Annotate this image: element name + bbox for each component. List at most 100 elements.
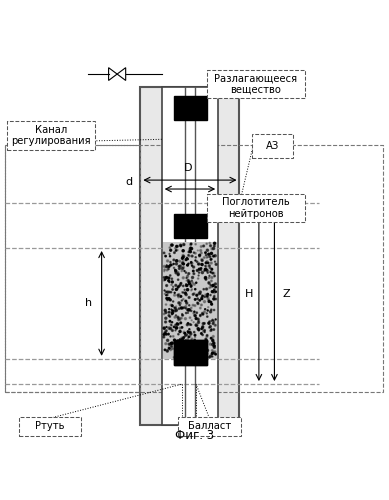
- Point: [161, 276, 167, 284]
- Point: [209, 265, 215, 273]
- Point: [162, 290, 168, 298]
- Point: [185, 306, 191, 314]
- Point: [196, 268, 202, 276]
- Point: [179, 336, 185, 344]
- Text: H: H: [245, 288, 253, 298]
- Point: [161, 324, 167, 332]
- Point: [185, 338, 191, 345]
- Point: [203, 344, 209, 352]
- Point: [170, 344, 176, 352]
- Point: [164, 266, 170, 274]
- Point: [186, 278, 192, 286]
- Point: [202, 262, 209, 270]
- Point: [175, 314, 182, 322]
- Point: [177, 336, 183, 344]
- Point: [173, 282, 179, 290]
- Point: [207, 284, 213, 292]
- Point: [207, 281, 214, 289]
- Point: [207, 322, 214, 330]
- Point: [207, 291, 214, 299]
- Point: [182, 330, 188, 338]
- Point: [176, 314, 182, 322]
- Point: [203, 262, 209, 270]
- Point: [197, 346, 203, 354]
- Point: [201, 338, 207, 345]
- Point: [207, 318, 213, 326]
- Point: [198, 290, 204, 298]
- Point: [175, 284, 181, 292]
- Point: [183, 309, 189, 317]
- Point: [171, 353, 177, 361]
- Point: [174, 242, 180, 250]
- Point: [207, 308, 214, 316]
- Point: [204, 258, 210, 266]
- Point: [169, 309, 175, 317]
- Point: [173, 257, 180, 265]
- Point: [199, 260, 205, 268]
- Point: [172, 336, 178, 344]
- Bar: [173, 340, 207, 364]
- Point: [192, 333, 198, 341]
- Point: [210, 338, 217, 346]
- Point: [161, 274, 167, 281]
- Point: [200, 348, 207, 356]
- Point: [174, 246, 180, 254]
- Point: [175, 268, 181, 276]
- Point: [164, 347, 170, 355]
- Point: [191, 328, 197, 336]
- Point: [203, 336, 209, 344]
- Point: [180, 274, 186, 282]
- Point: [179, 260, 186, 268]
- Point: [210, 244, 217, 252]
- Point: [170, 306, 176, 314]
- Point: [201, 308, 207, 316]
- Point: [167, 296, 173, 304]
- Point: [163, 318, 169, 326]
- Point: [168, 342, 175, 350]
- Point: [207, 268, 214, 276]
- Point: [206, 296, 212, 304]
- Point: [165, 296, 171, 304]
- Point: [205, 290, 211, 298]
- Point: [185, 306, 191, 314]
- Point: [186, 260, 192, 268]
- Point: [193, 278, 199, 286]
- Point: [162, 346, 168, 354]
- Point: [191, 248, 197, 256]
- Point: [188, 307, 194, 315]
- Point: [211, 286, 217, 294]
- Point: [204, 254, 210, 262]
- Point: [208, 326, 214, 334]
- Point: [175, 320, 181, 328]
- Point: [169, 310, 175, 318]
- Point: [195, 246, 201, 254]
- Point: [188, 304, 194, 312]
- Point: [199, 295, 205, 303]
- Point: [180, 252, 187, 260]
- Point: [164, 262, 170, 270]
- Point: [165, 324, 172, 332]
- Point: [195, 274, 201, 282]
- Point: [167, 318, 173, 326]
- Point: [173, 344, 180, 351]
- Point: [211, 342, 217, 350]
- Point: [195, 300, 201, 308]
- Point: [196, 338, 202, 346]
- Point: [168, 340, 174, 347]
- Point: [165, 336, 171, 344]
- Point: [178, 292, 184, 300]
- Point: [178, 340, 184, 348]
- Point: [211, 326, 217, 334]
- Point: [187, 330, 194, 338]
- Point: [200, 322, 206, 330]
- Point: [182, 329, 188, 337]
- Point: [197, 349, 203, 357]
- Point: [184, 274, 190, 282]
- Point: [210, 340, 216, 348]
- Point: [181, 267, 187, 275]
- Point: [168, 340, 175, 347]
- Point: [212, 252, 218, 260]
- Point: [175, 291, 181, 299]
- Point: [195, 348, 202, 356]
- Point: [212, 280, 219, 288]
